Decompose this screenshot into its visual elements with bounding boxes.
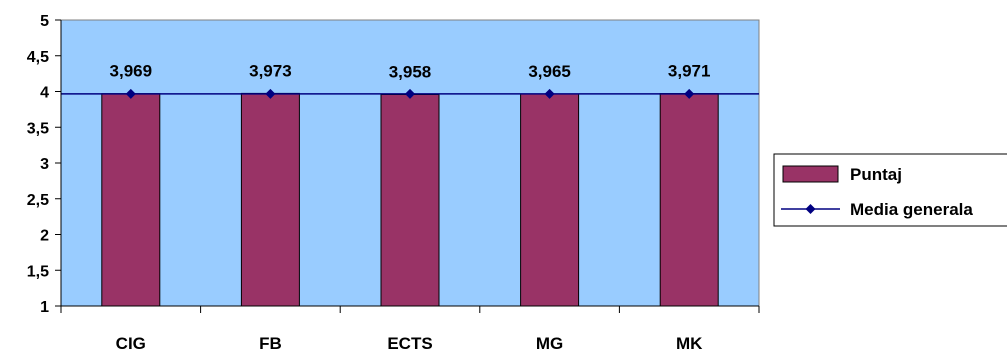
y-tick-label: 4 xyxy=(40,85,49,102)
axes-group xyxy=(55,19,760,313)
labels-group: 1 1,5 2 2,5 3 3,5 4 4,5 5 CIG FB ECTS MG MK 3,969 3,973… xyxy=(27,13,711,353)
bars-group xyxy=(101,92,719,307)
data-label-mg: 3,965 xyxy=(528,62,571,81)
bar-ects xyxy=(380,94,440,307)
y-tick-label: 1 xyxy=(40,299,49,316)
legend-label-media-generala: Media generala xyxy=(850,200,973,219)
y-tick-label: 1,5 xyxy=(27,263,49,280)
y-tick-label: 3,5 xyxy=(27,120,49,137)
x-tick-label-ects: ECTS xyxy=(387,334,432,353)
bar-mg xyxy=(520,93,580,307)
media-generala-marker-fb xyxy=(265,88,276,99)
data-label-cig: 3,969 xyxy=(110,62,153,81)
data-label-mk: 3,971 xyxy=(668,62,711,81)
y-tick-label: 3 xyxy=(40,156,49,173)
bar-fb xyxy=(240,92,300,307)
legend: Puntaj Media generala xyxy=(773,153,1007,227)
legend-swatch-marker xyxy=(805,204,816,214)
y-tick-label: 2,5 xyxy=(27,192,49,209)
x-tick-label-cig: CIG xyxy=(116,334,146,353)
bar-cig xyxy=(101,93,161,307)
x-tick-label-mg: MG xyxy=(536,334,563,353)
data-label-ects: 3,958 xyxy=(389,63,432,82)
legend-label-puntaj: Puntaj xyxy=(850,165,902,184)
x-tick-label-fb: FB xyxy=(259,334,282,353)
bar-mk xyxy=(659,93,719,307)
media-generala-marker-cig xyxy=(125,88,136,99)
y-tick-label: 4,5 xyxy=(27,49,49,66)
media-generala-marker-ects xyxy=(405,88,415,99)
x-tick-label-mk: MK xyxy=(676,334,703,353)
data-label-fb: 3,973 xyxy=(249,61,292,80)
y-tick-label: 5 xyxy=(40,13,49,30)
line-series-group xyxy=(61,88,759,99)
y-tick-label: 2 xyxy=(40,228,49,245)
media-generala-marker-mg xyxy=(544,88,555,99)
legend-swatch-puntaj xyxy=(782,165,839,183)
media-generala-marker-mk xyxy=(684,88,695,99)
